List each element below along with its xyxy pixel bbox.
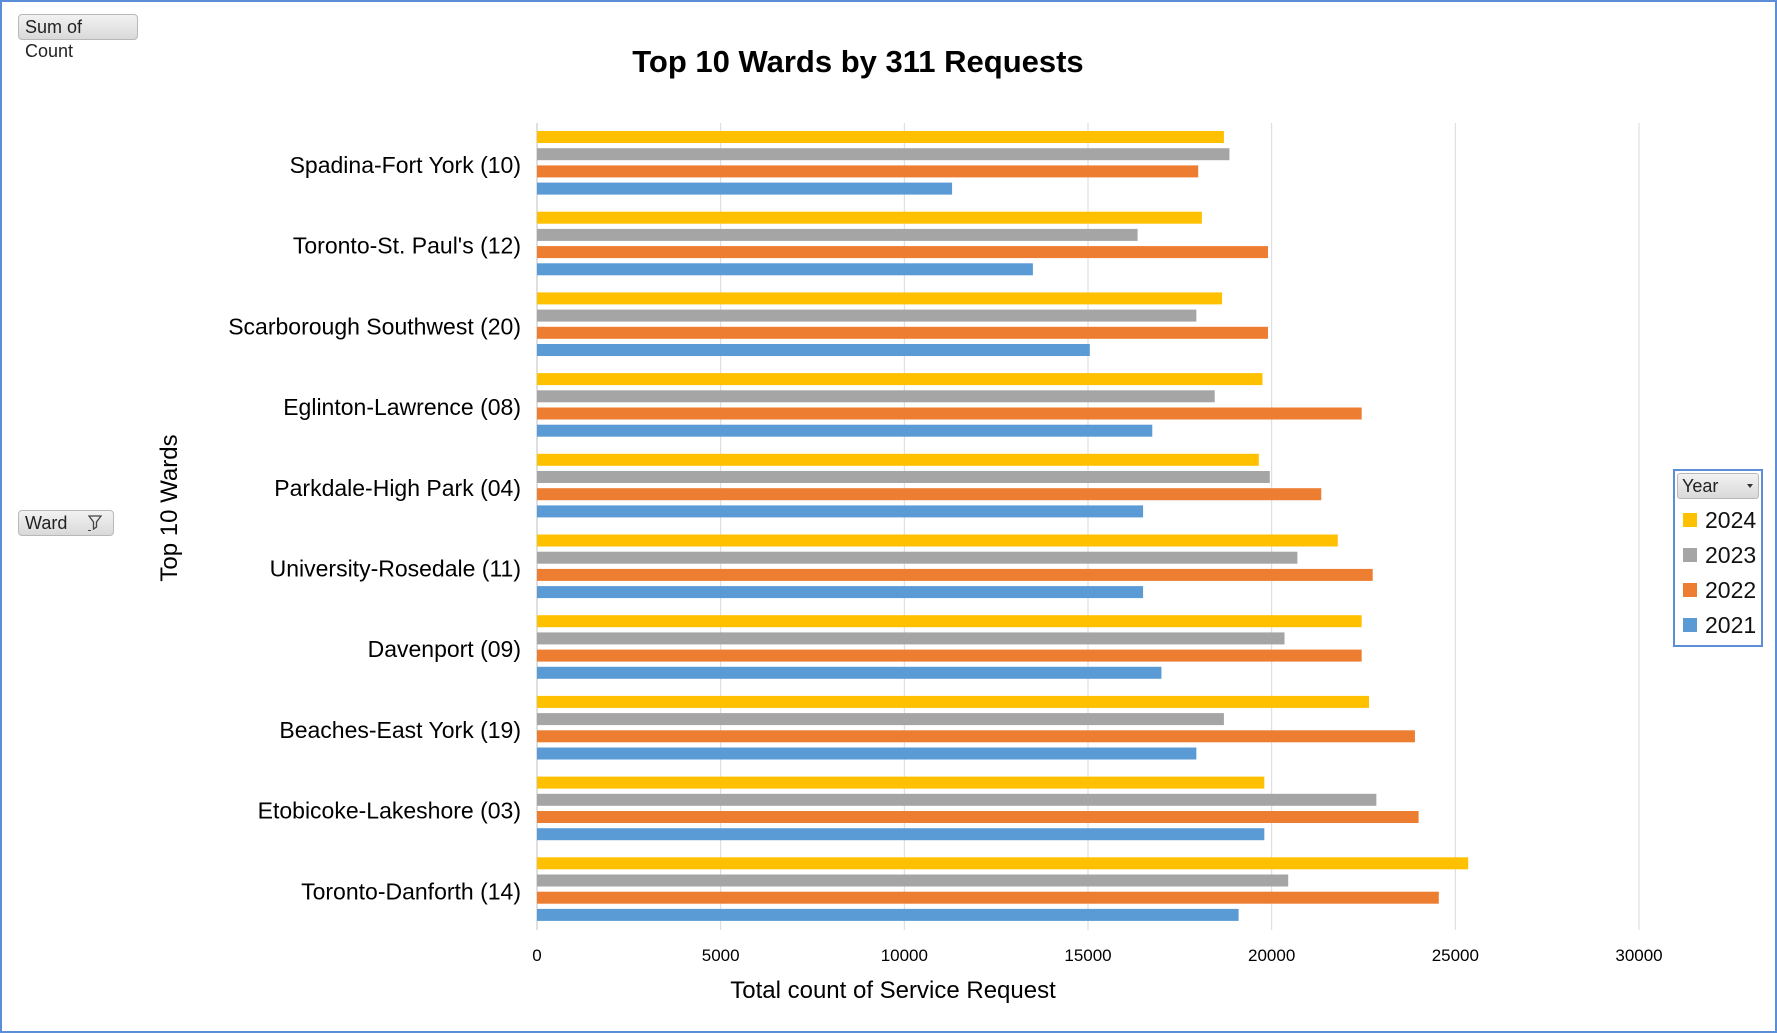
bar-2024	[537, 857, 1469, 870]
bar-2023	[537, 471, 1270, 483]
bar-2023	[537, 713, 1224, 726]
x-tick-label: 5000	[702, 946, 740, 965]
bar-2021	[537, 263, 1033, 276]
legend-item-2023: 2023	[1683, 540, 1756, 570]
bar-2023	[537, 874, 1289, 887]
legend-item-2024: 2024	[1683, 505, 1756, 535]
bar-2024	[537, 131, 1224, 143]
bar-2024	[537, 211, 1202, 224]
x-tick-label: 30000	[1615, 946, 1662, 965]
category-label: Toronto-St. Paul's (12)	[293, 233, 521, 259]
bar-2022	[537, 326, 1268, 339]
year-field-dropdown[interactable]: Year	[1677, 473, 1759, 499]
bar-2021	[537, 182, 953, 195]
bar-2022	[537, 407, 1362, 420]
category-label: Parkdale-High Park (04)	[274, 475, 521, 501]
legend: Year 2024 2023 2022 2021	[1673, 469, 1763, 647]
filter-icon[interactable]	[87, 514, 103, 532]
gridlines	[536, 123, 1640, 930]
legend-item-2021: 2021	[1683, 610, 1756, 640]
category-label: University-Rosedale (11)	[270, 556, 521, 582]
bar-2024	[537, 292, 1223, 305]
bar-2022	[537, 811, 1419, 823]
legend-label-2021: 2021	[1705, 612, 1757, 638]
x-tick-label: 20000	[1248, 946, 1295, 965]
bar-2021	[537, 586, 1144, 599]
bar-2021	[537, 747, 1197, 760]
bar-2024	[537, 615, 1362, 628]
legend-item-2022: 2022	[1683, 575, 1756, 605]
bar-2022	[537, 891, 1439, 904]
bar-2021	[537, 908, 1239, 921]
category-label: Davenport (09)	[368, 636, 521, 662]
x-tick-label: 10000	[881, 946, 928, 965]
category-label: Scarborough Southwest (20)	[228, 313, 521, 339]
bar-2021	[537, 505, 1144, 518]
bar-2024	[537, 453, 1259, 466]
bar-2022	[537, 568, 1373, 581]
bar-2021	[537, 424, 1153, 437]
bar-2023	[537, 309, 1197, 322]
bar-2022	[537, 488, 1322, 501]
legend-label-2023: 2023	[1705, 542, 1757, 568]
category-label: Etobicoke-Lakeshore (03)	[258, 798, 521, 824]
x-tick-label: 15000	[1064, 946, 1111, 965]
bar-2024	[537, 695, 1370, 708]
ward-field-button[interactable]: Ward	[18, 510, 114, 536]
category-label: Eglinton-Lawrence (08)	[283, 394, 521, 420]
bar-2024	[537, 373, 1263, 386]
bar-2023	[537, 228, 1138, 241]
x-tick-labels: 0 5000 10000 15000 20000 25000 30000	[532, 946, 1662, 965]
category-label: Spadina-Fort York (10)	[290, 152, 521, 178]
bar-2021	[537, 344, 1090, 356]
bar-2024	[537, 776, 1265, 789]
bar-2021	[537, 666, 1162, 679]
x-axis-title: Total count of Service Request	[730, 977, 1056, 1004]
bar-2022	[537, 649, 1362, 662]
legend-swatch-2023	[1683, 548, 1697, 562]
bar-2023	[537, 390, 1215, 403]
bars	[537, 131, 1469, 921]
x-tick-label: 25000	[1432, 946, 1479, 965]
chevron-down-icon[interactable]	[1747, 484, 1753, 488]
legend-swatch-2021	[1683, 618, 1697, 632]
bar-2023	[537, 551, 1298, 564]
bar-2023	[537, 148, 1230, 161]
bar-2022	[537, 730, 1415, 743]
legend-label-2024: 2024	[1705, 507, 1757, 533]
category-label: Beaches-East York (19)	[279, 717, 521, 743]
chart-title: Top 10 Wards by 311 Requests	[632, 44, 1083, 79]
y-axis-title: Top 10 Wards	[156, 434, 183, 581]
legend-swatch-2024	[1683, 513, 1697, 527]
bar-2021	[537, 828, 1265, 841]
bar-2022	[537, 246, 1268, 259]
legend-swatch-2022	[1683, 583, 1697, 597]
sum-of-count-field-button[interactable]: Sum of Count	[18, 14, 138, 61]
category-labels: Spadina-Fort York (10) Toronto-St. Paul's…	[228, 152, 521, 904]
bar-2024	[537, 534, 1338, 547]
category-label: Toronto-Danforth (14)	[301, 878, 521, 904]
year-field-label: Year	[1682, 476, 1719, 496]
bar-2023	[537, 793, 1377, 806]
bar-2022	[537, 165, 1199, 178]
bar-2023	[537, 632, 1285, 645]
x-tick-label: 0	[532, 946, 541, 965]
legend-label-2022: 2022	[1705, 577, 1757, 603]
ward-field-label: Ward	[25, 513, 68, 533]
